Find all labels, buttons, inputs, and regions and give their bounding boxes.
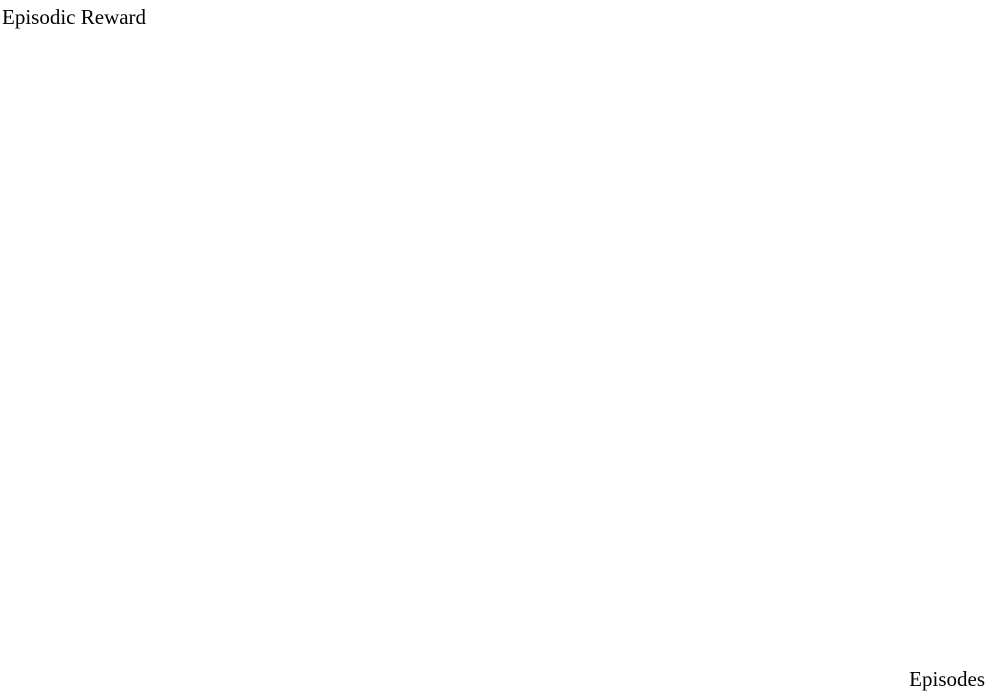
y-axis-label: Episodic Reward bbox=[2, 5, 147, 29]
x-axis-label: Episodes bbox=[909, 667, 985, 691]
